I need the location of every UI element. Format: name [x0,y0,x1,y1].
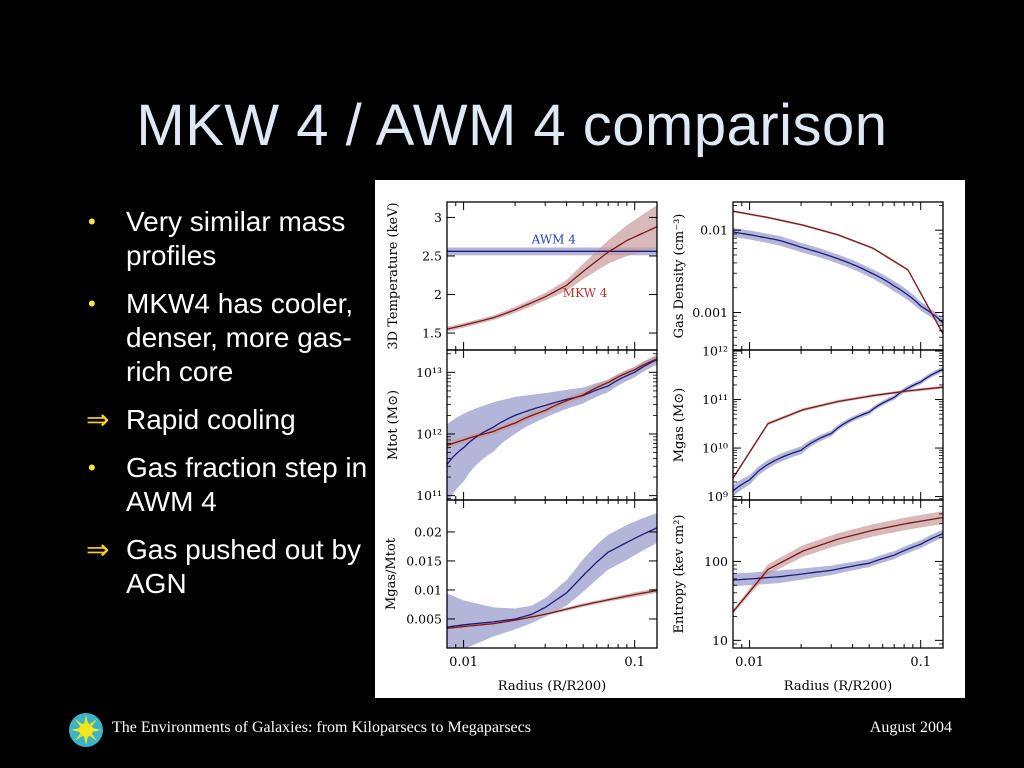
y-tick-label: 10 [712,633,728,648]
x-axis-label: Radius (R/R200) [784,679,892,694]
panel-gas-fraction: 0.01 0.1 0.005 0.01 0.015 0.02 Mgas/Mtot Radius… [384,499,658,694]
series-line-mkw4 [447,589,657,629]
panel-total-mass: 10¹¹ 10¹² 10¹³ Mtot (M⊙) [386,349,658,503]
band-awm4 [447,354,657,500]
series-line-awm4 [733,231,943,324]
y-tick-label: 10⁹ [707,489,728,504]
panel-frame [446,499,658,649]
y-tick-label: 10¹⁰ [702,441,728,456]
bullet-text: MKW4 has cooler, denser, more gas-rich c… [126,288,354,387]
bullet-text: Rapid cooling [126,404,296,435]
panel-frame [446,201,658,351]
y-tick-label: 1.5 [422,326,442,341]
comparison-figure: 1.5 2 2.5 3 3D Temperature (keV) AWM 4 MKW 4 0.… [375,180,965,698]
series-line-awm4 [447,527,657,628]
plot-area [447,205,657,332]
band-mkw4 [733,511,943,614]
plot-area [733,366,943,497]
bullet-item: ⇒ Gas pushed out by AGN [86,533,376,601]
footer-date: August 2004 [869,719,952,736]
band-awm4 [447,512,657,648]
y-tick-label: 0.005 [406,611,442,626]
band-mkw4 [733,210,943,336]
bullet-text: Gas pushed out by AGN [126,534,362,599]
band-awm4 [733,227,943,327]
y-axis-label: Mtot (M⊙) [386,390,401,460]
series-line-mkw4 [733,516,943,613]
series-line-awm4 [733,368,943,492]
band-mkw4 [447,205,657,332]
y-tick-label: 10¹¹ [702,392,728,407]
y-tick-label: 10¹³ [416,365,442,380]
y-tick-label: 2 [434,287,442,302]
bullet-marker: • [88,455,96,480]
panel-temperature: 1.5 2 2.5 3 3D Temperature (keV) AWM 4 MKW 4 [386,201,658,351]
y-tick-label: 0.015 [406,553,442,568]
bullet-text: Very similar mass profiles [126,206,346,271]
y-tick-label: 10¹² [416,426,442,441]
bullet-list: • Very similar mass profiles • MKW4 has co… [86,205,376,615]
y-axis-label: Mgas (M⊙) [672,388,687,463]
panel-frame [732,349,944,501]
y-tick-label: 10¹¹ [416,488,442,503]
y-tick-label: 0.001 [692,305,728,320]
implies-arrow-icon: ⇒ [86,534,110,565]
series-line-mkw4 [447,358,657,447]
y-tick-label: 100 [704,554,728,569]
panel-gas-density: 0.001 0.01 Gas Density (cm⁻³) [672,201,944,351]
y-axis-label: Gas Density (cm⁻³) [672,214,687,339]
page-title: MKW 4 / AWM 4 comparison [136,93,888,158]
series-annotation: MKW 4 [563,286,608,300]
plot-area [733,511,943,614]
series-line-mkw4 [733,210,943,335]
y-axis-label: Mgas/Mtot [384,537,399,610]
footer: The Environments of Galaxies: from Kilop… [0,712,1024,747]
bullet-item: ⇒ Rapid cooling [86,403,376,437]
bullet-item: • Gas fraction step in AWM 4 [86,451,376,519]
bullet-marker: • [88,209,96,234]
y-tick-label: 3 [434,210,442,225]
plot-area [447,512,657,648]
band-mkw4 [447,355,657,449]
footer-text: The Environments of Galaxies: from Kilop… [112,719,531,736]
series-line-awm4 [733,533,943,581]
profiles-chart: 1.5 2 2.5 3 3D Temperature (keV) AWM 4 MKW 4 0.… [384,201,944,694]
y-tick-label: 0.01 [414,582,442,597]
x-tick-label: 0.1 [624,655,645,670]
x-tick-label: 0.01 [735,655,764,670]
series-line-mkw4 [447,226,657,330]
series-line-awm4 [447,359,657,465]
y-axis-label: 3D Temperature (keV) [386,202,401,349]
bullet-item: • MKW4 has cooler, denser, more gas-rich … [86,287,376,389]
x-tick-label: 0.01 [449,655,478,670]
sunburst-icon [69,713,103,747]
y-axis-label: Entropy (kev cm²) [672,515,687,634]
y-tick-label: 2.5 [422,248,442,263]
implies-arrow-icon: ⇒ [86,404,110,435]
bullet-item: • Very similar mass profiles [86,205,376,273]
band-awm4 [733,529,943,587]
band-mkw4 [447,588,657,630]
bullet-marker: • [88,291,96,316]
series-line-mkw4 [733,386,943,479]
y-tick-label: 10¹² [702,344,728,359]
y-tick-label: 0.01 [700,223,728,238]
plot-area [733,210,943,336]
bullet-text: Gas fraction step in AWM 4 [126,452,368,517]
y-tick-label: 0.02 [414,524,442,539]
plot-area [447,354,657,500]
x-tick-label: 0.1 [910,655,931,670]
panel-entropy: 0.01 0.1 10 100 Entropy (kev cm²) Radius (R/R… [672,499,944,694]
x-axis-label: Radius (R/R200) [498,679,606,694]
panel-gas-mass: 10⁹ 10¹⁰ 10¹¹ 10¹² Mgas (M⊙) [672,344,944,504]
series-annotation: AWM 4 [531,233,577,247]
